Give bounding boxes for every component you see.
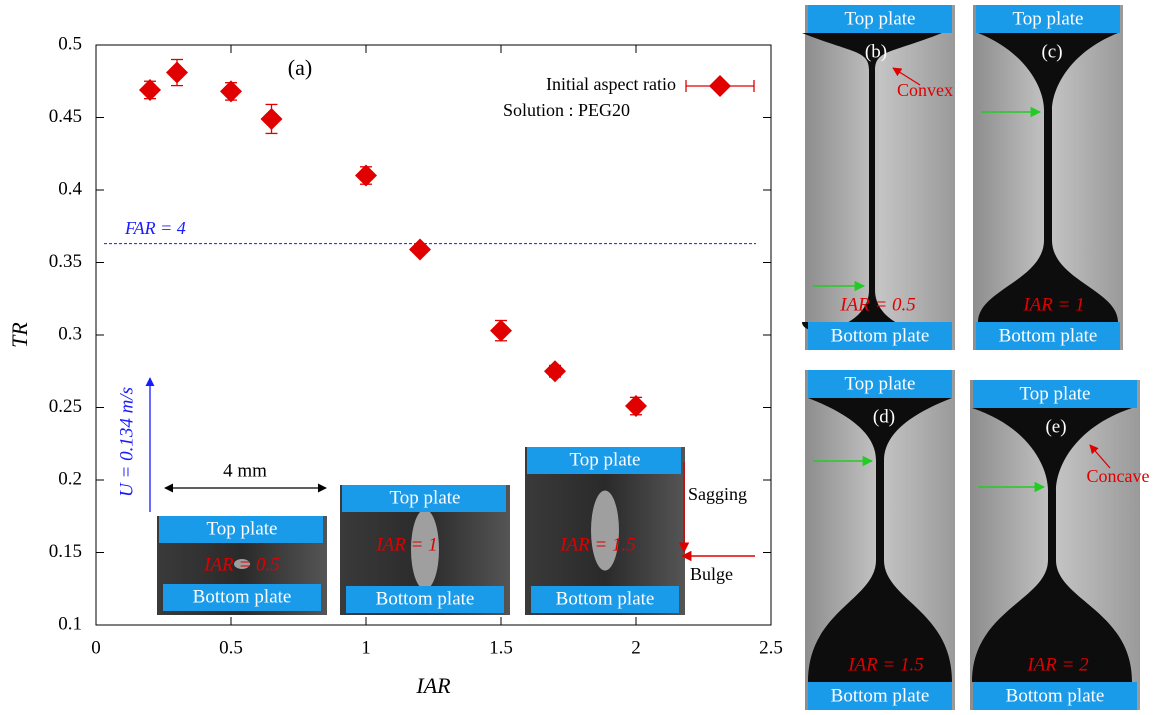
y-tick-label: 0.5	[58, 33, 82, 54]
plate-label: Bottom plate	[1006, 685, 1105, 706]
panel-label: (d)	[873, 406, 895, 427]
liquid-bridge	[978, 33, 1118, 322]
legend-label: Initial aspect ratio	[546, 74, 676, 94]
plate-box	[159, 516, 323, 543]
data-point	[409, 238, 431, 261]
y-tick-label: 0.1	[58, 613, 82, 634]
iar-label: IAR = 2	[1026, 654, 1089, 675]
data-point	[625, 395, 647, 418]
y-tick-label: 0.45	[49, 106, 82, 127]
note-arrow	[892, 67, 921, 86]
iar-label: IAR = 0.5	[839, 294, 916, 315]
plate-label: Top plate	[1020, 383, 1091, 404]
plate-box	[976, 322, 1120, 350]
x-tick-label: 0.5	[219, 637, 243, 658]
plate-box	[808, 322, 952, 350]
note: Sagging	[688, 484, 747, 504]
liquid-bridge	[808, 398, 952, 682]
plate-box	[163, 584, 321, 611]
x-tick-label: 1	[361, 637, 371, 658]
liquid-bridge	[972, 408, 1132, 682]
note: Concave	[1087, 466, 1150, 486]
plate-label: Bottom plate	[831, 325, 930, 346]
panel-label: (c)	[1041, 41, 1062, 62]
note: Convex	[897, 80, 953, 100]
data-point	[166, 61, 188, 84]
plate-box	[973, 380, 1137, 408]
reference-label: FAR = 4	[124, 218, 186, 238]
note-arrow	[1089, 444, 1111, 469]
inset-highlight	[411, 509, 439, 590]
iar-label: IAR = 1.5	[559, 534, 636, 555]
plate-box	[531, 586, 679, 613]
iar-label: IAR = 1	[375, 534, 437, 555]
plate-box	[808, 682, 952, 710]
plate-label: Top plate	[1013, 8, 1084, 29]
iar-label: IAR = 0.5	[203, 554, 280, 575]
y-tick-label: 0.4	[58, 178, 82, 199]
data-point	[260, 107, 283, 130]
plate-box	[973, 682, 1137, 710]
inset-highlight	[234, 559, 250, 569]
legend-note: Solution : PEG20	[503, 100, 630, 120]
x-axis-label: IAR	[415, 673, 451, 698]
y-tick-label: 0.25	[49, 396, 82, 417]
velocity-label: U = 0.134 m/s	[116, 387, 137, 497]
data-point	[490, 319, 512, 342]
data-point	[220, 80, 242, 103]
data-point	[139, 78, 161, 101]
plate-label: Bottom plate	[556, 588, 655, 609]
plate-box	[342, 485, 506, 512]
plate-box	[808, 370, 952, 398]
plate-label: Bottom plate	[831, 685, 930, 706]
photo	[805, 5, 955, 350]
y-axis-label: TR	[7, 322, 32, 348]
x-tick-label: 2	[631, 637, 641, 658]
plate-box	[527, 447, 681, 474]
plate-label: Top plate	[570, 449, 641, 470]
plate-label: Bottom plate	[193, 586, 292, 607]
x-tick-label: 0	[91, 637, 101, 658]
x-tick-label: 1.5	[489, 637, 513, 658]
plate-label: Top plate	[845, 373, 916, 394]
y-tick-label: 0.3	[58, 323, 82, 344]
y-tick-label: 0.35	[49, 251, 82, 272]
data-point	[544, 360, 566, 383]
liquid-bridge	[802, 33, 942, 331]
scale-label: 4 mm	[223, 460, 267, 481]
legend-marker	[709, 75, 731, 97]
panel-label: (b)	[865, 41, 887, 62]
iar-label: IAR = 1.5	[847, 654, 924, 675]
plate-label: Top plate	[390, 487, 461, 508]
panel-label: (a)	[288, 55, 312, 80]
plate-label: Top plate	[845, 8, 916, 29]
plate-label: Bottom plate	[999, 325, 1098, 346]
x-tick-label: 2.5	[759, 637, 783, 658]
data-point	[355, 164, 377, 187]
panel-label: (e)	[1045, 416, 1066, 437]
inset-highlight	[591, 490, 619, 571]
plate-box	[808, 5, 952, 33]
plate-box	[346, 586, 504, 613]
plate-label: Bottom plate	[376, 588, 475, 609]
plate-box	[976, 5, 1120, 33]
y-tick-label: 0.2	[58, 468, 82, 489]
y-tick-label: 0.15	[49, 541, 82, 562]
iar-label: IAR = 1	[1022, 294, 1084, 315]
note: Bulge	[690, 564, 733, 584]
plate-label: Top plate	[207, 518, 278, 539]
